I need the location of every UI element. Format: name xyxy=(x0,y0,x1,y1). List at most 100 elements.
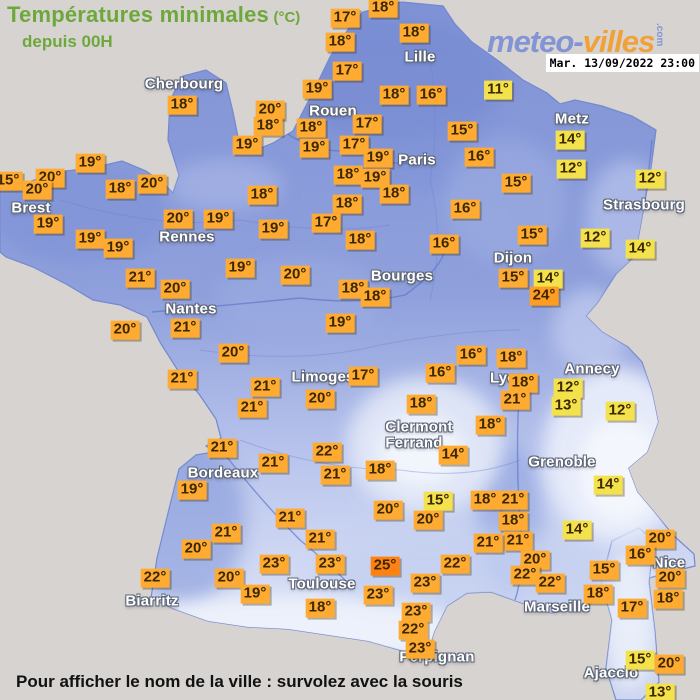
temp-badge[interactable]: 19° xyxy=(225,258,255,278)
temp-badge[interactable]: 19° xyxy=(363,148,393,168)
temp-badge[interactable]: 18° xyxy=(305,598,335,618)
temp-badge[interactable]: 17° xyxy=(348,366,378,386)
temp-badge[interactable]: 19° xyxy=(258,219,288,239)
temp-badge[interactable]: 21° xyxy=(500,390,530,410)
temp-badge[interactable]: 19° xyxy=(325,313,355,333)
temp-badge[interactable]: 18° xyxy=(333,165,363,185)
temp-badge[interactable]: 22° xyxy=(312,442,342,462)
temp-badge[interactable]: 18° xyxy=(325,32,355,52)
temp-badge[interactable]: 18° xyxy=(253,116,283,136)
temp-badge[interactable]: 18° xyxy=(406,394,436,414)
temp-badge[interactable]: 18° xyxy=(508,373,538,393)
temp-badge[interactable]: 19° xyxy=(360,168,390,188)
temp-badge[interactable]: 20° xyxy=(655,568,685,588)
temp-badge[interactable]: 21° xyxy=(170,318,200,338)
temp-badge[interactable]: 19° xyxy=(240,584,270,604)
temp-badge[interactable]: 19° xyxy=(203,209,233,229)
meteo-villes-logo[interactable]: meteo-villes.com xyxy=(487,23,665,60)
temp-badge[interactable]: 14° xyxy=(555,130,585,150)
temp-badge[interactable]: 21° xyxy=(503,531,533,551)
temp-badge[interactable]: 16° xyxy=(429,234,459,254)
temp-badge[interactable]: 18° xyxy=(653,589,683,609)
temp-badge[interactable]: 20° xyxy=(218,343,248,363)
temp-badge[interactable]: 16° xyxy=(425,363,455,383)
temp-badge[interactable]: 21° xyxy=(258,453,288,473)
temp-badge[interactable]: 22° xyxy=(398,620,428,640)
temp-badge[interactable]: 20° xyxy=(163,209,193,229)
temp-badge[interactable]: 18° xyxy=(360,287,390,307)
temp-badge[interactable]: 21° xyxy=(211,523,241,543)
temp-badge[interactable]: 13° xyxy=(645,683,675,700)
temp-badge[interactable]: 20° xyxy=(110,320,140,340)
temp-badge[interactable]: 21° xyxy=(498,490,528,510)
temp-badge[interactable]: 14° xyxy=(562,520,592,540)
temp-badge[interactable]: 20° xyxy=(160,279,190,299)
temp-badge[interactable]: 15° xyxy=(589,560,619,580)
temp-badge[interactable]: 20° xyxy=(645,529,675,549)
temp-badge[interactable]: 18° xyxy=(338,279,368,299)
temp-badge[interactable]: 24° xyxy=(529,286,559,306)
temp-badge[interactable]: 19° xyxy=(103,238,133,258)
temp-badge[interactable]: 18° xyxy=(365,460,395,480)
temp-badge[interactable]: 21° xyxy=(207,438,237,458)
temp-badge[interactable]: 20° xyxy=(137,174,167,194)
temp-badge[interactable]: 25° xyxy=(370,556,400,576)
temp-badge[interactable]: 16° xyxy=(450,199,480,219)
temp-badge[interactable]: 13° xyxy=(551,396,581,416)
temp-badge[interactable]: 18° xyxy=(167,95,197,115)
temp-badge[interactable]: 21° xyxy=(125,268,155,288)
temp-badge[interactable]: 20° xyxy=(214,568,244,588)
temp-badge[interactable]: 18° xyxy=(379,85,409,105)
temp-badge[interactable]: 15° xyxy=(0,171,23,191)
temp-badge[interactable]: 18° xyxy=(345,230,375,250)
temp-badge[interactable]: 21° xyxy=(250,377,280,397)
temp-badge[interactable]: 14° xyxy=(625,239,655,259)
temp-badge[interactable]: 15° xyxy=(517,225,547,245)
temp-badge[interactable]: 18° xyxy=(475,415,505,435)
temp-badge[interactable]: 19° xyxy=(75,153,105,173)
temp-badge[interactable]: 19° xyxy=(232,135,262,155)
temp-badge[interactable]: 17° xyxy=(330,8,360,28)
temp-badge[interactable]: 20° xyxy=(181,539,211,559)
temp-badge[interactable]: 20° xyxy=(413,510,443,530)
temp-badge[interactable]: 20° xyxy=(280,265,310,285)
temp-badge[interactable]: 14° xyxy=(438,445,468,465)
temp-badge[interactable]: 18° xyxy=(496,348,526,368)
temp-badge[interactable]: 20° xyxy=(305,389,335,409)
temp-badge[interactable]: 16° xyxy=(625,545,655,565)
temp-badge[interactable]: 23° xyxy=(363,585,393,605)
temp-badge[interactable]: 20° xyxy=(654,654,684,674)
temp-badge[interactable]: 18° xyxy=(105,179,135,199)
temp-badge[interactable]: 17° xyxy=(352,114,382,134)
temp-badge[interactable]: 18° xyxy=(379,184,409,204)
temp-badge[interactable]: 12° xyxy=(605,401,635,421)
temp-badge[interactable]: 20° xyxy=(22,180,52,200)
temp-badge[interactable]: 18° xyxy=(368,0,398,18)
temp-badge[interactable]: 18° xyxy=(247,185,277,205)
temp-badge[interactable]: 17° xyxy=(311,213,341,233)
temp-badge[interactable]: 16° xyxy=(456,345,486,365)
temp-badge[interactable]: 17° xyxy=(332,61,362,81)
temp-badge[interactable]: 21° xyxy=(167,369,197,389)
temp-badge[interactable]: 15° xyxy=(501,173,531,193)
temp-badge[interactable]: 19° xyxy=(33,214,63,234)
temp-badge[interactable]: 17° xyxy=(339,135,369,155)
temp-badge[interactable]: 12° xyxy=(553,378,583,398)
temp-badge[interactable]: 21° xyxy=(237,398,267,418)
temp-badge[interactable]: 21° xyxy=(320,465,350,485)
temp-badge[interactable]: 21° xyxy=(305,529,335,549)
temp-badge[interactable]: 23° xyxy=(401,602,431,622)
temp-badge[interactable]: 15° xyxy=(447,121,477,141)
temp-badge[interactable]: 23° xyxy=(410,573,440,593)
temp-badge[interactable]: 12° xyxy=(580,228,610,248)
temp-badge[interactable]: 22° xyxy=(510,565,540,585)
temp-badge[interactable]: 19° xyxy=(75,229,105,249)
temp-badge[interactable]: 20° xyxy=(520,550,550,570)
temp-badge[interactable]: 23° xyxy=(405,639,435,659)
temp-badge[interactable]: 11° xyxy=(484,80,512,100)
temp-badge[interactable]: 14° xyxy=(593,475,623,495)
temp-badge[interactable]: 17° xyxy=(617,598,647,618)
temp-badge[interactable]: 18° xyxy=(399,23,429,43)
temp-badge[interactable]: 21° xyxy=(275,508,305,528)
temp-badge[interactable]: 22° xyxy=(140,568,170,588)
